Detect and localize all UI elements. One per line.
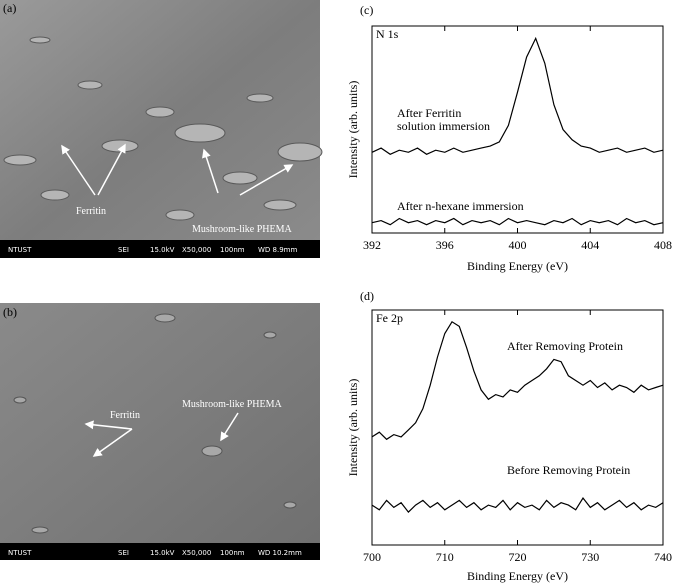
series-label: After Removing Protein [507,339,623,353]
x-tick-label: 730 [581,550,599,564]
sem-image-a: (a) Ferritin Mushroom-like PHEMA [0,0,323,258]
spectrum-line [371,320,664,441]
annotation: Ferritin [110,410,140,421]
info-bar-text: NTUST [8,246,32,254]
spectrum-line [371,36,664,155]
panel-label: (c) [360,3,373,17]
annotation: Mushroom-like PHEMA [192,224,293,235]
info-bar-text: X50,000 [182,246,211,254]
x-tick-label: 400 [509,238,527,252]
sem-image-b: (b) Ferritin Mushroom-like PHEMA [0,303,320,560]
x-axis-label: Binding Energy (eV) [467,569,568,583]
annotation: Ferritin [76,206,106,217]
info-bar-text: X50,000 [182,549,211,557]
x-tick-label: 392 [363,238,381,252]
x-tick-label: 396 [436,238,454,252]
info-bar-text: WD 10.2mm [258,549,302,557]
chart-title: N 1s [376,27,399,41]
x-axis-label: Binding Energy (eV) [467,259,568,273]
x-tick-label: 720 [509,550,527,564]
info-bar-text: SEI [118,246,129,254]
x-tick-label: 408 [654,238,672,252]
spectrum-line [371,217,664,226]
info-bar-text: 100nm [220,549,245,557]
series-label: After Ferritin solution immersion [397,106,490,133]
info-bar-text: 15.0kV [150,549,175,557]
chart-title: Fe 2p [376,311,403,325]
info-bar-text: SEI [118,549,129,557]
x-tick-label: 404 [581,238,599,252]
info-bar-text: WD 8.9mm [258,246,297,254]
spectrum-line [371,496,664,513]
y-axis-label: Intensity (arb. units) [346,81,360,179]
panel-label: (b) [3,305,17,319]
y-axis-label: Intensity (arb. units) [346,379,360,477]
series-label: After n-hexane immersion [397,199,524,213]
x-tick-label: 710 [436,550,454,564]
panel-label: (d) [360,289,374,303]
panel-label: (a) [3,1,16,15]
info-bar-text: 15.0kV [150,246,175,254]
info-bar-text: 100nm [220,246,245,254]
x-tick-label: 740 [654,550,672,564]
x-tick-label: 700 [363,550,381,564]
info-bar-text: NTUST [8,549,32,557]
annotation: Mushroom-like PHEMA [182,399,283,410]
series-label: Before Removing Protein [507,463,630,477]
